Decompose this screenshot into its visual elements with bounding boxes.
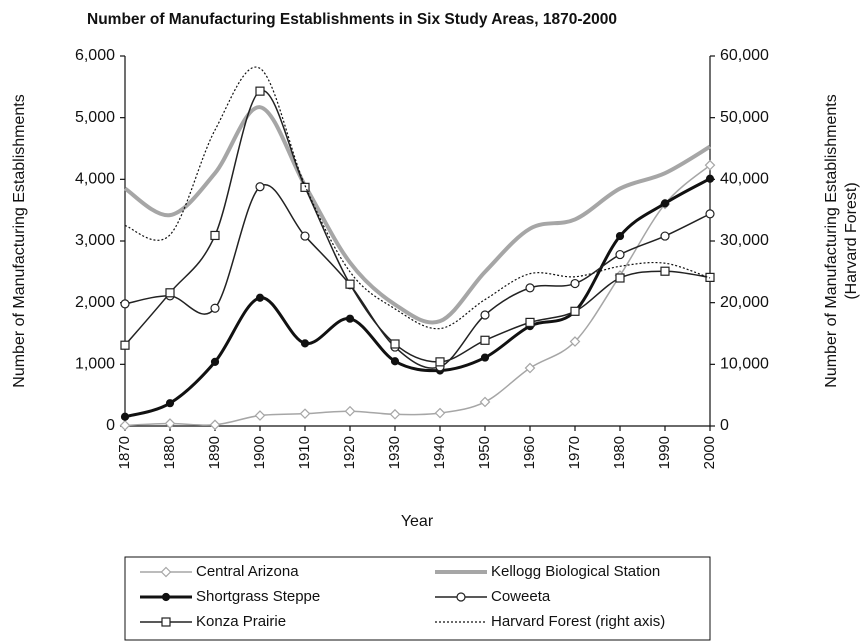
marker — [165, 399, 175, 408]
marker — [479, 396, 491, 408]
y2-tick-label: 30,000 — [720, 232, 769, 249]
legend-label: Central Arizona — [196, 563, 299, 580]
marker — [524, 362, 536, 374]
x-axis-label: Year — [401, 513, 434, 530]
marker — [120, 340, 130, 350]
marker — [615, 273, 625, 283]
y2-tick-label: 50,000 — [720, 109, 769, 126]
x-tick-label: 1870 — [116, 436, 133, 469]
marker — [705, 174, 715, 183]
x-tick-label: 1890 — [206, 436, 223, 469]
y-tick-label: 3,000 — [75, 232, 115, 249]
y2-axis-label: (Harvard Forest) — [843, 182, 860, 299]
marker — [615, 231, 625, 241]
marker — [300, 182, 310, 192]
marker — [254, 410, 266, 421]
y-tick-label: 1,000 — [75, 356, 115, 373]
marker — [210, 230, 220, 241]
legend-label: Shortgrass Steppe — [196, 588, 320, 605]
y2-tick-label: 40,000 — [720, 171, 769, 188]
y-tick-label: 0 — [106, 417, 115, 434]
marker — [300, 231, 310, 241]
marker — [570, 306, 580, 316]
marker — [160, 566, 172, 578]
marker — [255, 182, 265, 192]
marker — [164, 418, 176, 429]
y-axis-label: Number of Manufacturing Establishments — [11, 94, 28, 387]
y2-axis-label: Number of Manufacturing Establishments — [823, 94, 840, 387]
y2-tick-label: 10,000 — [720, 356, 769, 373]
marker — [255, 293, 265, 302]
marker — [255, 86, 265, 96]
legend-label: Konza Prairie — [196, 613, 286, 630]
marker — [569, 336, 581, 347]
marker — [660, 266, 670, 276]
y2-tick-label: 0 — [720, 417, 729, 434]
legend-box — [124, 556, 711, 641]
marker — [660, 231, 670, 241]
marker — [161, 617, 171, 627]
marker — [480, 335, 490, 345]
marker — [480, 310, 490, 320]
legend-label: Kellogg Biological Station — [491, 563, 660, 580]
x-tick-label: 1920 — [341, 436, 358, 469]
marker — [210, 303, 220, 313]
marker — [660, 199, 670, 208]
marker — [210, 357, 220, 366]
series-line — [124, 164, 711, 427]
x-tick-label: 1880 — [161, 436, 178, 469]
marker — [480, 353, 490, 362]
marker — [299, 408, 311, 420]
marker — [209, 419, 221, 431]
marker — [120, 412, 130, 421]
marker — [389, 408, 401, 420]
marker — [570, 278, 580, 289]
marker — [345, 314, 355, 323]
x-tick-label: 1940 — [431, 436, 448, 469]
marker — [161, 592, 171, 602]
marker — [525, 283, 535, 293]
y-tick-label: 5,000 — [75, 109, 115, 126]
marker — [390, 339, 400, 349]
series-line — [124, 177, 711, 419]
marker — [165, 288, 175, 298]
x-tick-label: 1930 — [386, 436, 403, 469]
series-line — [124, 66, 711, 330]
marker — [119, 420, 131, 431]
marker — [435, 357, 445, 367]
series-line — [124, 89, 711, 363]
x-tick-label: 1980 — [611, 436, 628, 469]
y-tick-label: 6,000 — [75, 47, 115, 64]
series-line — [123, 105, 712, 325]
marker — [434, 407, 446, 419]
x-tick-label: 1900 — [251, 436, 268, 469]
y-tick-label: 2,000 — [75, 294, 115, 311]
x-tick-label: 1960 — [521, 436, 538, 469]
marker — [615, 249, 625, 260]
y2-tick-label: 60,000 — [720, 47, 769, 64]
marker — [345, 279, 355, 289]
marker — [390, 357, 400, 366]
x-tick-label: 1910 — [296, 436, 313, 469]
y-tick-label: 4,000 — [75, 171, 115, 188]
marker — [704, 159, 716, 171]
marker — [120, 299, 130, 309]
x-tick-label: 1950 — [476, 436, 493, 469]
legend-label: Harvard Forest (right axis) — [491, 613, 665, 630]
legend-label: Coweeta — [491, 588, 551, 605]
marker — [705, 209, 715, 219]
x-tick-label: 2000 — [701, 436, 718, 469]
x-tick-label: 1990 — [656, 436, 673, 469]
marker — [456, 592, 466, 602]
y2-tick-label: 20,000 — [720, 294, 769, 311]
marker — [344, 405, 356, 417]
marker — [300, 339, 310, 348]
marker — [525, 317, 535, 327]
x-tick-label: 1970 — [566, 436, 583, 469]
chart-title: Number of Manufacturing Establishments i… — [87, 11, 617, 28]
